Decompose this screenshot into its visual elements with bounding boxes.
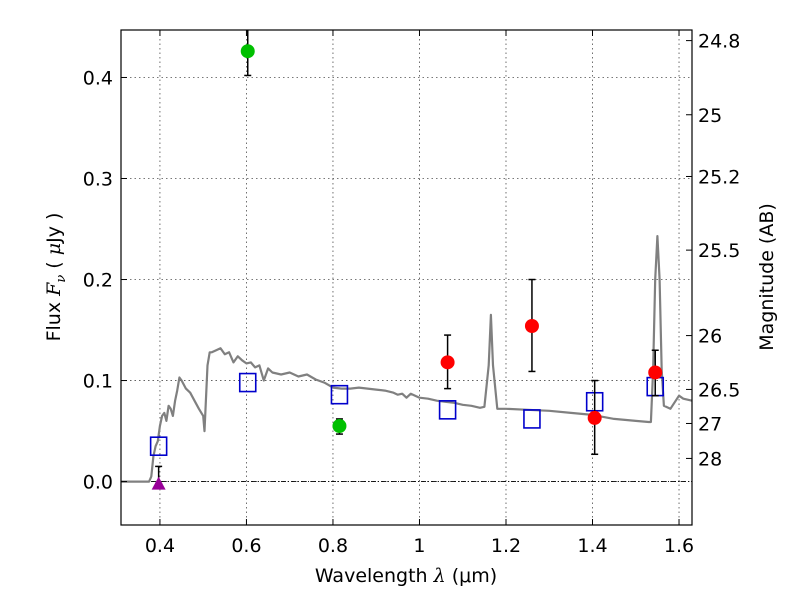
model-flux-square (523, 409, 541, 429)
mag-tick-label: 25 (698, 105, 722, 127)
mag-tick-label: 25.2 (698, 166, 740, 188)
x-tick-label: 1.4 (577, 535, 607, 557)
x-tick-label: 1.2 (491, 535, 521, 557)
model-flux-square (438, 400, 457, 420)
series-green-detections (240, 30, 347, 435)
mag-tick-label: 26.5 (698, 379, 740, 401)
grid (121, 30, 692, 525)
mag-tick-label: 25.5 (698, 240, 740, 262)
flux-point (524, 318, 539, 333)
y2-axis-title: Magnitude (AB) (756, 203, 778, 351)
labels: 0.4 0.6 0.8 1 1.2 1.4 1.6 0.0 0.1 0.2 0.3 0.4 24.8 25… (83, 31, 741, 557)
flux-point (332, 419, 347, 433)
flux-point (240, 44, 255, 59)
y-tick-label: 0.1 (83, 371, 113, 393)
model-flux-square (330, 384, 349, 405)
mag-tick-label: 28 (698, 448, 722, 470)
series-layer (121, 30, 693, 490)
x-tick-label: 1 (413, 535, 425, 557)
model-flux-square (149, 436, 168, 457)
x-tick-label: 1.6 (664, 535, 694, 557)
flux-point (440, 355, 455, 370)
mag-tick-label: 26 (698, 326, 722, 348)
y-tick-label: 0.0 (83, 472, 113, 494)
plot-frame (120, 29, 693, 526)
x-tick-label: 0.8 (318, 535, 348, 557)
y-tick-label: 0.4 (83, 67, 113, 89)
series-model-SED (121, 235, 693, 483)
ticks (121, 30, 692, 525)
y-axis-title: Flux Fν ( μJy ) (43, 213, 69, 342)
y-tick-label: 0.2 (83, 270, 113, 292)
flux-triangle (151, 476, 166, 490)
mag-tick-label: 24.8 (698, 31, 740, 53)
x-tick-label: 0.4 (145, 535, 175, 557)
model-flux-square (238, 372, 257, 393)
sed-curve (121, 235, 693, 483)
flux-point (648, 365, 663, 380)
series-magenta-detection (151, 465, 166, 490)
x-tick-label: 0.6 (231, 535, 261, 557)
mag-tick-label: 27 (698, 413, 722, 435)
series-red-detections (440, 278, 663, 456)
flux-point (587, 410, 602, 425)
x-axis-title: Wavelength λ (μm) (315, 565, 497, 587)
y-tick-label: 0.3 (83, 169, 113, 191)
